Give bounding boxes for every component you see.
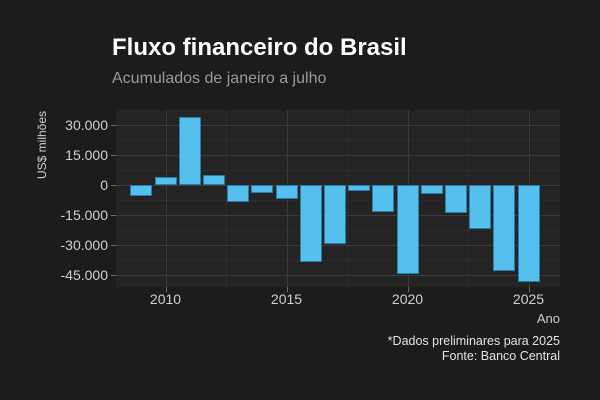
caption-source: Fonte: Banco Central	[441, 349, 560, 363]
chart-subtitle: Acumulados de janeiro a julho	[112, 70, 327, 87]
bar-2009	[130, 185, 153, 196]
bar-2019	[372, 185, 395, 212]
y-tick-mark	[111, 275, 116, 276]
gridline-x-minor	[468, 110, 469, 287]
x-tick-label: 2025	[512, 291, 545, 307]
y-tick-label: -15.000	[60, 207, 108, 223]
y-tick-mark	[111, 215, 116, 216]
y-tick-label: -30.000	[60, 237, 108, 253]
gridline-y-minor	[116, 140, 560, 141]
bar-2017	[323, 185, 346, 244]
x-tick-label: 2010	[149, 291, 182, 307]
y-tick-label: 30.000	[65, 117, 108, 133]
bar-2020	[396, 185, 419, 274]
gridline-x-minor	[347, 110, 348, 287]
gridline-y-major	[116, 125, 560, 126]
plot-panel	[116, 110, 560, 287]
caption-note: *Dados preliminares para 2025	[387, 334, 560, 348]
bar-2012	[202, 175, 225, 185]
bar-2023	[469, 185, 492, 229]
gridline-x-major	[165, 110, 167, 287]
x-tick-mark	[286, 287, 288, 292]
bar-2014	[251, 185, 274, 193]
x-tick-mark	[528, 287, 530, 292]
x-tick-label: 2015	[270, 291, 303, 307]
bar-2011	[178, 117, 201, 185]
bar-2010	[154, 177, 177, 185]
y-tick-mark	[111, 245, 116, 246]
gridline-y-minor	[116, 170, 560, 171]
y-tick-label: -45.000	[60, 267, 108, 283]
bar-2022	[444, 185, 467, 213]
bar-2016	[299, 185, 322, 262]
bar-2021	[420, 185, 443, 194]
gridline-x-minor	[226, 110, 227, 287]
y-tick-mark	[111, 185, 116, 186]
bar-2015	[275, 185, 298, 199]
gridline-y-major	[116, 275, 560, 276]
bar-2024	[493, 185, 516, 271]
gridline-y-major	[116, 155, 560, 156]
gridline-y-minor	[116, 260, 560, 261]
y-tick-label: 0	[100, 177, 108, 193]
chart-caption: *Dados preliminares para 2025 Fonte: Ban…	[388, 334, 560, 364]
x-tick-label: 2020	[391, 291, 424, 307]
x-tick-mark	[407, 287, 409, 292]
gridline-y-major	[116, 245, 560, 246]
y-tick-label: 15.000	[65, 147, 108, 163]
chart-title: Fluxo financeiro do Brasil	[112, 34, 407, 61]
bar-2013	[227, 185, 250, 202]
y-tick-mark	[111, 155, 116, 156]
x-axis-title: Ano	[536, 311, 560, 326]
y-tick-mark	[111, 125, 116, 126]
x-tick-mark	[165, 287, 167, 292]
bar-2025	[517, 185, 540, 282]
bar-2018	[348, 185, 371, 191]
